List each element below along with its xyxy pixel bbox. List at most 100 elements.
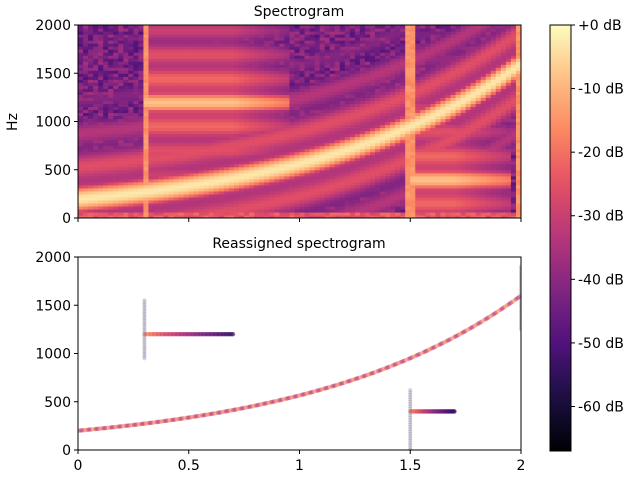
heatmap-cell [128,142,134,147]
heatmap-cell [178,58,185,62]
heatmap-cell [364,49,371,53]
heatmap-cell [299,79,306,83]
heatmap-cell [143,199,150,204]
heatmap-cell [244,145,250,150]
heatmap-cell [375,202,381,207]
heatmap-cell [395,28,401,32]
heatmap-cell [405,199,411,204]
heatmap-cell [440,61,447,65]
heatmap-cell [193,214,200,218]
heatmap-cell [98,34,104,38]
heatmap-cell [133,46,140,50]
heatmap-cell [385,160,391,165]
heatmap-cell [324,163,331,168]
heatmap-cell [334,94,341,98]
heatmap-cell [188,142,195,147]
heatmap-cell [359,205,366,210]
heatmap-cell [319,67,326,71]
heatmap-cell [329,109,336,114]
heatmap-cell [113,193,119,198]
heatmap-cell [309,145,316,150]
heatmap-cell [98,115,104,120]
heatmap-cell [445,46,452,50]
heatmap-cell [208,100,215,105]
heatmap-cell [93,85,99,89]
heatmap-cell [445,73,452,77]
heatmap-cell [445,148,452,153]
heatmap-cell [98,85,104,89]
heatmap-cell [133,124,140,129]
heatmap-cell [244,49,250,53]
heatmap-cell [128,148,134,153]
heatmap-cell [183,127,190,132]
heatmap-cell [133,112,140,117]
heatmap-cell [128,124,134,129]
heatmap-cell [455,52,462,56]
heatmap-cell [133,148,140,153]
heatmap-cell [359,43,366,47]
heatmap-cell [380,85,386,89]
heatmap-cell [385,193,391,198]
heatmap-cell [289,178,296,183]
heatmap-cell [113,73,119,77]
heatmap-cell [158,199,165,204]
heatmap-cell [259,73,265,77]
heatmap-cell [415,85,421,89]
heatmap-cell [198,160,205,165]
heatmap-cell [93,49,99,53]
heatmap-cell [198,37,205,41]
heatmap-cell [229,175,235,180]
heatmap-cell [354,82,361,86]
heatmap-cell [193,112,200,117]
heatmap-cell [128,199,134,204]
heatmap-cell [339,214,346,218]
heatmap-cell [289,82,296,86]
heatmap-cell [188,34,195,38]
heatmap-cell [329,193,336,198]
heatmap-cell [339,64,346,68]
heatmap-cell [274,28,280,32]
heatmap-cell [78,76,84,80]
heatmap-cell [294,184,301,189]
heatmap-cell [208,103,215,108]
heatmap-cell [128,136,134,141]
heatmap-cell [218,25,225,29]
heatmap-cell [425,61,431,65]
heatmap-cell [193,121,200,126]
heatmap-cell [193,91,200,95]
heatmap-cell [208,175,215,180]
heatmap-cell [460,127,467,132]
heatmap-cell [279,199,285,204]
heatmap-cell [400,187,406,192]
heatmap-cell [465,208,472,213]
heatmap-cell [259,172,265,177]
heatmap-cell [274,193,280,198]
heatmap-cell [143,106,150,111]
heatmap-cell [168,214,175,218]
heatmap-cell [178,70,185,74]
heatmap-cell [304,199,311,204]
heatmap-cell [148,58,155,62]
heatmap-cell [455,121,462,126]
heatmap-cell [118,115,124,120]
heatmap-cell [78,43,84,47]
heatmap-cell [309,154,316,159]
heatmap-cell [430,163,437,168]
heatmap-cell [425,25,431,29]
heatmap-cell [168,187,175,192]
heatmap-cell [455,199,462,204]
heatmap-cell [329,196,336,201]
heatmap-cell [138,172,145,177]
heatmap-cell [143,79,150,83]
heatmap-cell [319,28,326,32]
heatmap-cell [395,187,401,192]
heatmap-cell [259,100,265,105]
heatmap-cell [385,139,391,144]
heatmap-cell [153,70,160,74]
heatmap-cell [339,85,346,89]
heatmap-cell [400,58,406,62]
heatmap-cell [385,70,391,74]
heatmap-cell [390,127,396,132]
heatmap-cell [420,136,426,141]
heatmap-cell [415,55,421,59]
